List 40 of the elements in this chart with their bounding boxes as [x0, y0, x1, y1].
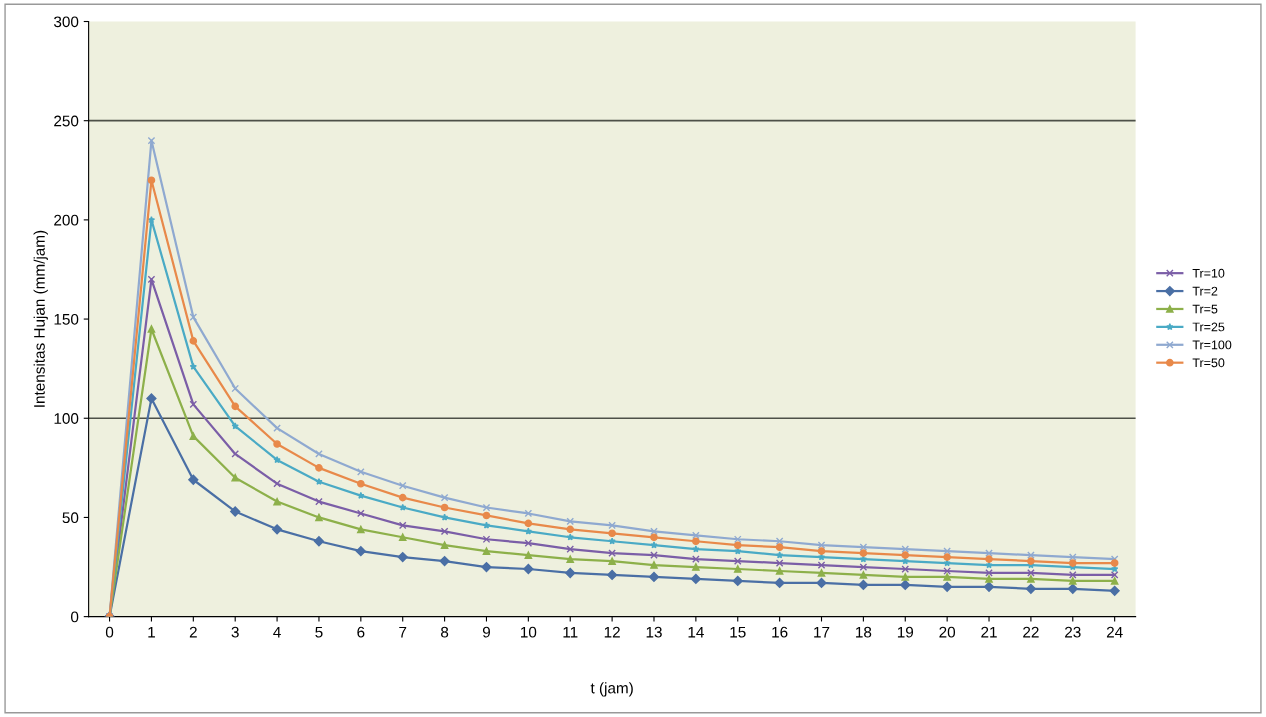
x-tick-label: 7 — [399, 626, 407, 638]
y-axis-title: Intensitas Hujan (mm/jam) — [33, 230, 48, 407]
legend-label: Tr=2 — [1192, 286, 1218, 296]
x-tick-label: 22 — [1023, 626, 1039, 638]
x-tick-label: 21 — [981, 626, 997, 638]
legend-label: Tr=10 — [1192, 268, 1225, 278]
x-tick-label: 13 — [646, 626, 662, 638]
y-tick-label: 200 — [54, 214, 79, 226]
y-tick-label: 0 — [71, 611, 79, 623]
x-tick-label: 18 — [856, 626, 872, 638]
x-tick-label: 8 — [441, 626, 449, 638]
x-tick-label: 0 — [105, 626, 114, 638]
legend-label: Tr=50 — [1192, 358, 1225, 368]
legend-label: Tr=100 — [1192, 340, 1232, 350]
x-tick-label: 15 — [730, 626, 746, 638]
legend-label: Tr=25 — [1192, 322, 1225, 332]
y-tick-label: 250 — [54, 115, 79, 127]
x-tick-label: 3 — [231, 626, 239, 638]
x-tick-label: 14 — [688, 626, 704, 638]
x-tick-label: 20 — [939, 626, 956, 638]
x-tick-label: 17 — [814, 626, 830, 638]
y-tick-label: 150 — [54, 313, 79, 325]
x-tick-label: 5 — [315, 626, 323, 638]
x-tick-label: 23 — [1065, 626, 1081, 638]
x-tick-label: 6 — [357, 626, 365, 638]
x-tick-label: 10 — [521, 626, 537, 638]
y-tick-label: 100 — [54, 413, 79, 424]
x-tick-label: 1 — [148, 626, 155, 638]
legend-label: Tr=5 — [1192, 304, 1218, 314]
x-tick-label: 4 — [273, 626, 281, 638]
x-tick-label: 12 — [604, 626, 620, 638]
x-tick-label: 2 — [189, 626, 197, 638]
x-tick-label: 16 — [772, 626, 788, 638]
x-tick-label: 11 — [563, 626, 578, 638]
x-axis-title: t (jam) — [590, 682, 633, 697]
y-tick-label: 300 — [53, 16, 79, 28]
x-tick-label: 19 — [897, 626, 914, 638]
y-tick-label: 50 — [62, 512, 79, 524]
x-tick-label: 24 — [1106, 626, 1123, 638]
x-tick-label: 9 — [482, 626, 490, 638]
